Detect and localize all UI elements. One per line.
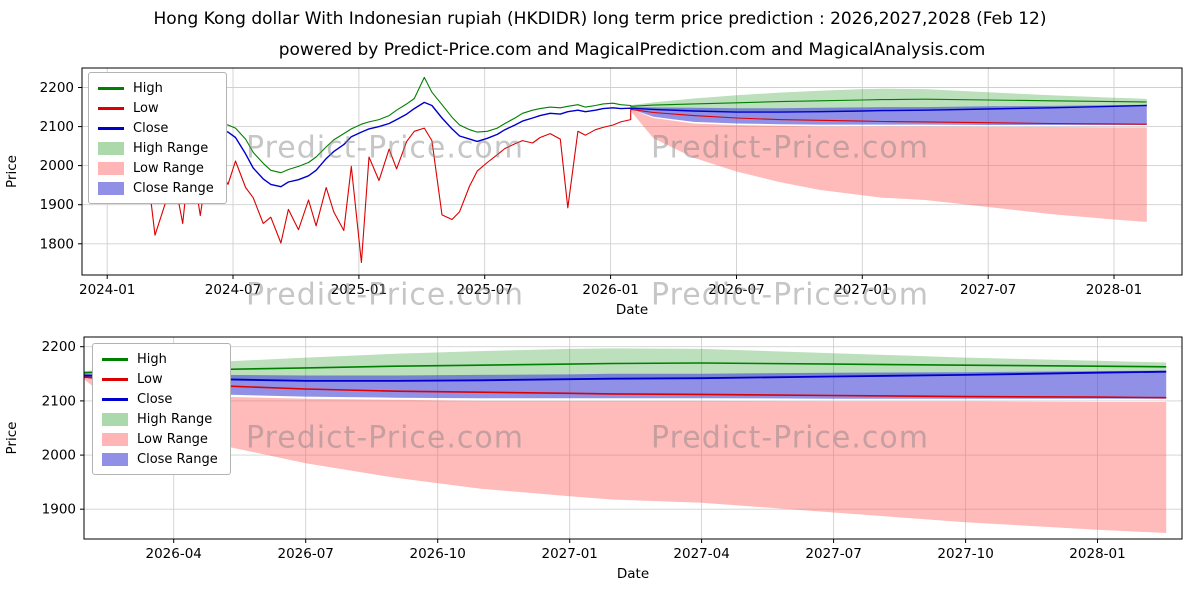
top-chart-svg: 1800 1900 2000 2100 2200 2024-01 2024-07 2025-0… [4, 67, 1183, 318]
svg-text:2200: 2200 [40, 80, 74, 96]
x-axis-label: Date [616, 302, 648, 318]
svg-text:2027-01: 2027-01 [834, 282, 890, 298]
close-range-band [630, 104, 1147, 125]
legend-label: Close Range [137, 451, 218, 467]
watermark-text: Predict-Price.com [246, 130, 524, 166]
x-tick-labels: 2026-04 2026-07 2026-10 2027-01 2027-04 2027-… [145, 539, 1126, 562]
svg-text:2000: 2000 [42, 448, 76, 464]
legend-label: High [137, 351, 167, 367]
svg-text:2026-01: 2026-01 [582, 282, 638, 298]
band-swatch [102, 412, 128, 426]
legend-item-close-range: Close Range [98, 178, 214, 198]
watermark-text: Predict-Price.com [651, 130, 929, 166]
svg-text:2025-01: 2025-01 [331, 282, 387, 298]
svg-text:2200: 2200 [42, 339, 76, 355]
plot-border [83, 336, 1183, 540]
svg-text:2028-01: 2028-01 [1069, 546, 1125, 562]
legend-label: Close [133, 120, 169, 136]
page-title: Hong Kong dollar With Indonesian rupiah … [153, 9, 1047, 29]
legend-item-high: High [98, 78, 214, 98]
watermark-text: Predict-Price.com [246, 420, 524, 456]
legend-label: Close Range [133, 180, 214, 196]
legend-label: Low Range [133, 160, 204, 176]
low-range-band [630, 109, 1147, 222]
x-tick-labels: 2024-01 2024-07 2025-01 2025-07 2026-01 2026-… [79, 275, 1142, 298]
legend-label: Close [137, 391, 173, 407]
band-swatch [98, 161, 124, 175]
svg-text:2024-01: 2024-01 [79, 282, 135, 298]
bottom-chart-legend: High Low Close High Range Low Range Close Ran… [92, 343, 231, 475]
bottom-chart: 1900 2000 2100 2200 2026-04 2026-07 2026-10 202… [0, 325, 1200, 600]
svg-text:2025-07: 2025-07 [456, 282, 512, 298]
legend-label: Low Range [137, 431, 208, 447]
line-swatch [102, 357, 128, 361]
line-swatch [102, 377, 128, 381]
svg-text:2026-04: 2026-04 [145, 546, 201, 562]
svg-text:2027-04: 2027-04 [673, 546, 729, 562]
page-subtitle: powered by Predict-Price.com and Magical… [278, 40, 986, 60]
legend-item-high: High [102, 349, 218, 369]
legend-item-close: Close [102, 389, 218, 409]
svg-text:1900: 1900 [40, 197, 74, 213]
top-chart: 1800 1900 2000 2100 2200 2024-01 2024-07 2025-0… [0, 60, 1200, 322]
svg-text:2027-01: 2027-01 [541, 546, 597, 562]
legend-label: High Range [133, 140, 209, 156]
svg-text:1900: 1900 [42, 502, 76, 518]
band-swatch [98, 141, 124, 155]
legend-label: High [133, 80, 163, 96]
watermark-text: Predict-Price.com [246, 277, 524, 313]
y-axis-label: Price [4, 422, 20, 455]
legend-item-low-range: Low Range [98, 158, 214, 178]
svg-text:2100: 2100 [40, 119, 74, 135]
low-range-band [84, 376, 1167, 533]
watermark-text: Predict-Price.com [651, 420, 929, 456]
legend-item-low: Low [98, 98, 214, 118]
legend-item-low-range: Low Range [102, 429, 218, 449]
y-axis-label: Price [4, 155, 20, 188]
band-swatch [98, 181, 124, 195]
svg-text:2100: 2100 [42, 393, 76, 409]
svg-text:2024-07: 2024-07 [205, 282, 261, 298]
top-chart-legend: High Low Close High Range Low Range Close Ran… [88, 72, 227, 204]
legend-item-close: Close [98, 118, 214, 138]
legend-label: Low [137, 371, 163, 387]
y-tick-labels: 1900 2000 2100 2200 [42, 339, 84, 518]
svg-text:2027-10: 2027-10 [937, 546, 993, 562]
line-swatch [98, 126, 124, 130]
legend-item-high-range: High Range [98, 138, 214, 158]
svg-text:1800: 1800 [40, 236, 74, 252]
watermark-text: Predict-Price.com [651, 277, 929, 313]
band-swatch [102, 452, 128, 466]
x-axis-label: Date [617, 566, 649, 582]
y-tick-labels: 1800 1900 2000 2100 2200 [40, 80, 82, 252]
svg-text:2026-07: 2026-07 [277, 546, 333, 562]
legend-label: Low [133, 100, 159, 116]
svg-text:2027-07: 2027-07 [960, 282, 1016, 298]
svg-text:2027-07: 2027-07 [805, 546, 861, 562]
svg-text:2026-07: 2026-07 [708, 282, 764, 298]
svg-text:2000: 2000 [40, 158, 74, 174]
line-swatch [98, 106, 124, 110]
line-swatch [98, 86, 124, 90]
band-swatch [102, 432, 128, 446]
legend-item-low: Low [102, 369, 218, 389]
close-range-band [84, 370, 1167, 399]
svg-text:2028-01: 2028-01 [1086, 282, 1142, 298]
legend-item-close-range: Close Range [102, 449, 218, 469]
legend-label: High Range [137, 411, 213, 427]
legend-item-high-range: High Range [102, 409, 218, 429]
line-swatch [102, 397, 128, 401]
plot-border [81, 67, 1183, 276]
svg-text:2026-10: 2026-10 [409, 546, 465, 562]
